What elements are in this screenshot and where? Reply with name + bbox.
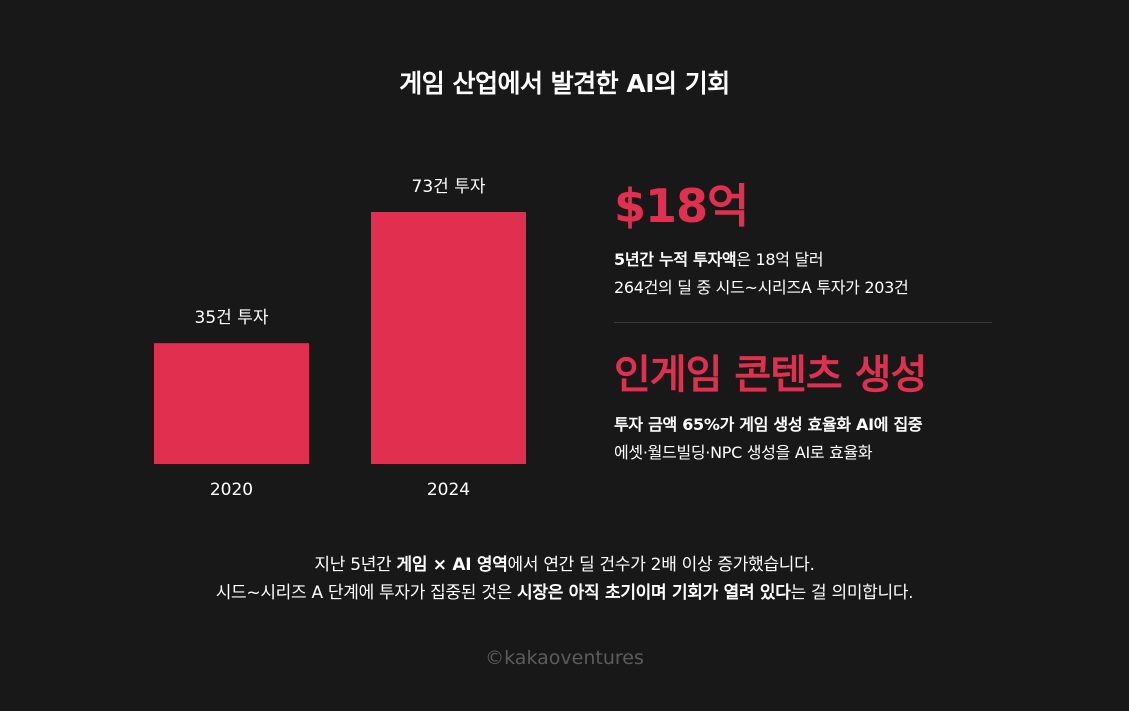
credit-text: ©kakaoventures [485,647,644,669]
bar-2020 [154,343,309,464]
summary-line-1-part-a: 지난 5년간 [314,555,397,575]
summary-line-1-part-c: 에서 연간 딜 건수가 2배 이상 증가했습니다. [507,555,815,575]
summary-line-1: 지난 5년간 게임 × AI 영역에서 연간 딜 건수가 2배 이상 증가했습니… [0,551,1129,579]
summary-line-1-emphasis: 게임 × AI 영역 [396,555,508,575]
investment-amount-emphasis: 5년간 누적 투자액 [614,250,737,269]
investment-amount-text: 은 18억 달러 [736,250,824,269]
focus-area-headline: 인게임 콘텐츠 생성 [614,352,927,398]
investment-amount-line-1: 5년간 누적 투자액은 18억 달러 [614,246,994,274]
x-tick-label: 2020 [210,480,253,500]
investment-amount-line-2: 264건의 딜 중 시드~시리즈A 투자가 203건 [614,278,909,297]
x-tick-label: 2024 [427,480,470,500]
focus-area-line-2: 에셋·월드빌딩·NPC 생성을 AI로 효율화 [614,443,873,462]
bar-value-label: 73건 투자 [412,177,486,197]
summary-line-2: 시드~시리즈 A 단계에 투자가 집중된 것은 시장은 아직 초기이며 기회가 … [0,579,1129,607]
bar-2024 [371,212,526,464]
summary-line-2-emphasis: 시장은 아직 초기이며 기회가 열려 있다 [517,583,791,603]
summary-text: 지난 5년간 게임 × AI 영역에서 연간 딜 건수가 2배 이상 증가했습니… [0,551,1129,607]
focus-area-emphasis: 투자 금액 65%가 게임 생성 효율화 AI에 집중 [614,415,923,434]
focus-area-line-1: 투자 금액 65%가 게임 생성 효율화 AI에 집중 [614,411,994,439]
bar-value-label: 35건 투자 [195,308,269,328]
investment-amount-headline: $18억 [614,179,749,233]
summary-line-2-part-c: 는 걸 의미합니다. [790,583,914,603]
page-title: 게임 산업에서 발견한 AI의 기회 [399,69,730,98]
stats-panel: $18억 5년간 누적 투자액은 18억 달러 264건의 딜 중 시드~시리즈… [614,176,994,467]
bar-chart: 35건 투자 2020 73건 투자 2024 [154,177,526,500]
summary-line-2-part-a: 시드~시리즈 A 단계에 투자가 집중된 것은 [215,583,518,603]
stats-divider [614,322,992,323]
